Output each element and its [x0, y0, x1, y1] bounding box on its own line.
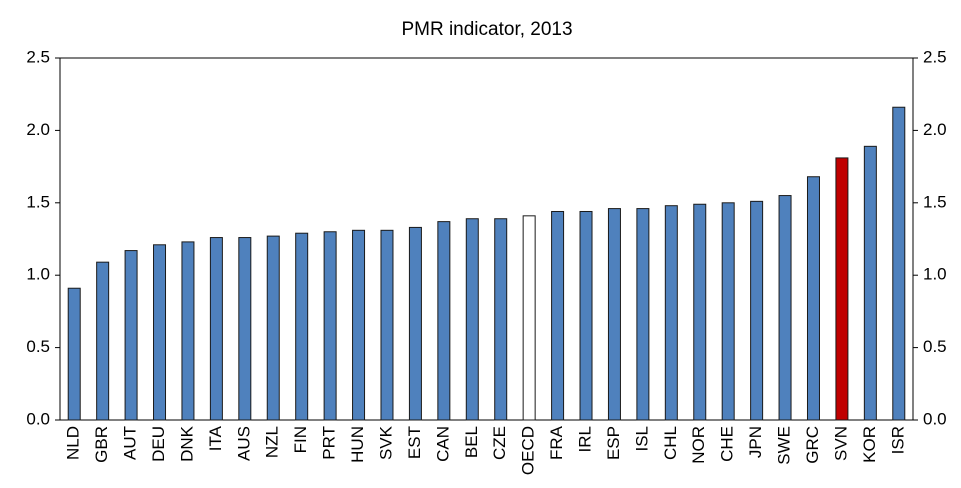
x-tick-label: ISR: [888, 426, 907, 454]
bar: [238, 237, 252, 421]
x-tick-label: NLD: [64, 426, 83, 460]
x-tick-label: NZL: [263, 426, 282, 458]
y2-tick-label: 0.0: [923, 409, 947, 428]
x-tick-label: SVN: [831, 426, 850, 461]
y2-tick-label: 1.0: [923, 265, 947, 284]
bar: [778, 195, 792, 421]
x-tick-label: SWE: [775, 426, 794, 465]
bar: [607, 208, 621, 421]
bar: [266, 235, 280, 421]
bar: [181, 241, 195, 421]
bar: [579, 210, 593, 421]
x-tick-label: ESP: [604, 426, 623, 460]
x-tick-label: CZE: [490, 426, 509, 460]
bar: [494, 218, 508, 421]
chart-title: PMR indicator, 2013: [401, 19, 572, 40]
x-tick-label: AUT: [121, 426, 140, 460]
bar: [209, 237, 223, 421]
x-tick-label: CHE: [718, 426, 737, 462]
bar: [465, 218, 479, 421]
bar: [863, 145, 877, 421]
bar: [437, 221, 451, 421]
x-tick-label: GBR: [92, 426, 111, 463]
x-tick-label: ITA: [206, 425, 225, 451]
bar: [664, 205, 678, 421]
bar: [67, 287, 81, 421]
x-tick-label: IRL: [576, 426, 595, 452]
bar: [295, 232, 309, 421]
y-tick-label: 0.0: [26, 409, 50, 428]
bar: [806, 176, 820, 421]
x-tick-label: OECD: [519, 426, 538, 475]
bar: [153, 244, 167, 421]
plot-frame: [59, 57, 914, 421]
bar: [408, 226, 422, 421]
y-tick-label: 2.0: [26, 120, 50, 139]
x-tick-label: DNK: [177, 425, 196, 462]
y-tick-label: 1.5: [26, 192, 50, 211]
y2-tick-label: 2.0: [923, 120, 947, 139]
bar: [693, 203, 707, 421]
x-tick-label: KOR: [860, 426, 879, 463]
x-tick-label: DEU: [149, 426, 168, 462]
x-tick-label: AUS: [234, 426, 253, 461]
bar: [750, 200, 764, 421]
x-tick-label: CHL: [661, 426, 680, 460]
x-tick-label: BEL: [462, 426, 481, 458]
bar: [892, 106, 906, 421]
bar: [323, 231, 337, 421]
x-tick-label: JPN: [746, 426, 765, 458]
y2-tick-label: 0.5: [923, 337, 947, 356]
bar: [96, 261, 110, 421]
x-tick-label: FIN: [291, 426, 310, 453]
bar: [636, 208, 650, 421]
bar: [551, 210, 565, 421]
bar: [721, 202, 735, 421]
y-tick-label: 1.0: [26, 265, 50, 284]
x-tick-label: GRC: [803, 426, 822, 464]
x-tick-label: ISL: [632, 426, 651, 452]
x-tick-label: PRT: [320, 426, 339, 460]
x-tick-label: NOR: [689, 426, 708, 464]
bar: [352, 229, 366, 421]
x-tick-label: SVK: [376, 425, 395, 460]
x-tick-label: CAN: [433, 426, 452, 462]
y2-tick-label: 1.5: [923, 192, 947, 211]
bar: [835, 157, 849, 421]
y2-tick-label: 2.5: [923, 47, 947, 66]
x-tick-label: HUN: [348, 426, 367, 463]
bar: [380, 229, 394, 421]
x-tick-label: EST: [405, 426, 424, 459]
y-tick-label: 0.5: [26, 337, 50, 356]
y-tick-label: 2.5: [26, 47, 50, 66]
bar: [522, 215, 536, 421]
bar: [124, 250, 138, 421]
x-tick-label: FRA: [547, 425, 566, 460]
